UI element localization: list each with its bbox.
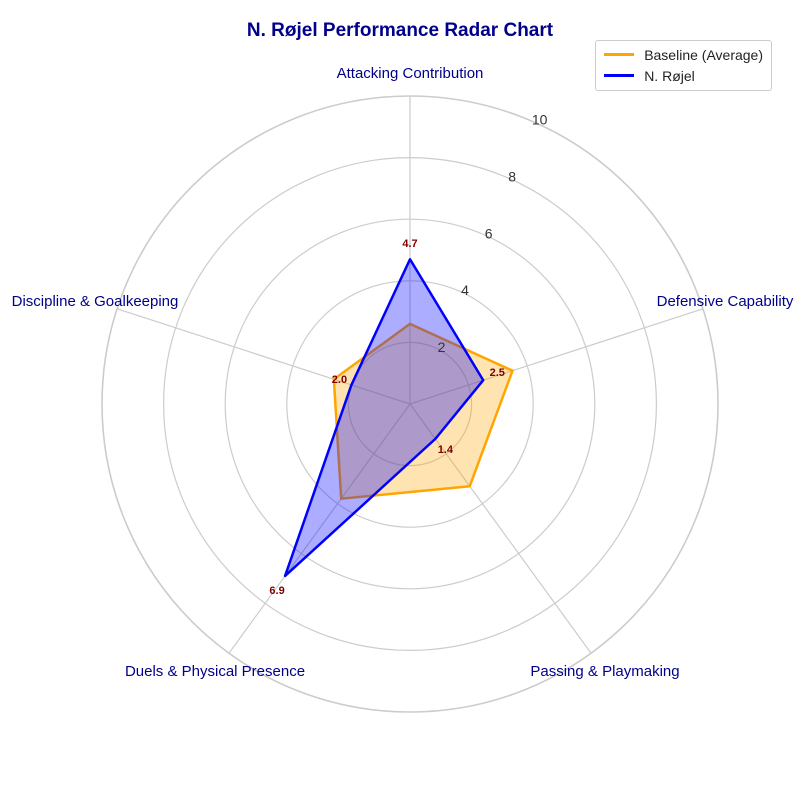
category-label-0: Attacking Contribution	[337, 65, 484, 82]
spoke-4	[116, 308, 411, 405]
spoke-3	[228, 403, 411, 654]
spoke-1	[409, 308, 704, 405]
chart-title: N. Røjel Performance Radar Chart	[246, 20, 554, 41]
grid-layer	[101, 95, 719, 713]
category-label-1: Defensive Capability	[657, 293, 794, 310]
legend-label-baseline: Baseline (Average)	[644, 46, 763, 63]
r-tick-label-2: 2	[438, 339, 446, 355]
data-label-2: 1.4	[438, 444, 454, 456]
data-label-0: 4.7	[402, 238, 417, 250]
r-tick-label-6: 6	[485, 225, 493, 241]
category-label-4: Discipline & Goalkeeping	[12, 293, 179, 310]
label-layer: 2 4 6 8 10 4.7 2.5 1.4 6.9 2.0 Attacking Contribut…	[12, 65, 794, 680]
legend-swatch-baseline	[604, 53, 635, 56]
category-label-3: Duels & Physical Presence	[125, 663, 305, 680]
data-label-1: 2.5	[490, 367, 505, 379]
legend: Baseline (Average) N. Røjel	[595, 40, 772, 91]
series-layer	[283, 257, 514, 578]
r-tick-label-10: 10	[532, 111, 548, 127]
r-tick-label-8: 8	[508, 168, 516, 184]
legend-swatch-player	[604, 74, 635, 77]
legend-label-player: N. Røjel	[644, 67, 695, 84]
series-area-0	[332, 322, 514, 500]
data-label-3: 6.9	[269, 585, 284, 597]
legend-item-baseline: Baseline (Average)	[604, 44, 763, 65]
r-tick-label-4: 4	[461, 282, 469, 298]
spoke-2	[409, 403, 592, 654]
series-area-1	[283, 257, 485, 578]
category-label-2: Passing & Playmaking	[530, 663, 679, 680]
legend-item-player: N. Røjel	[604, 65, 763, 86]
data-label-4: 2.0	[332, 374, 347, 386]
